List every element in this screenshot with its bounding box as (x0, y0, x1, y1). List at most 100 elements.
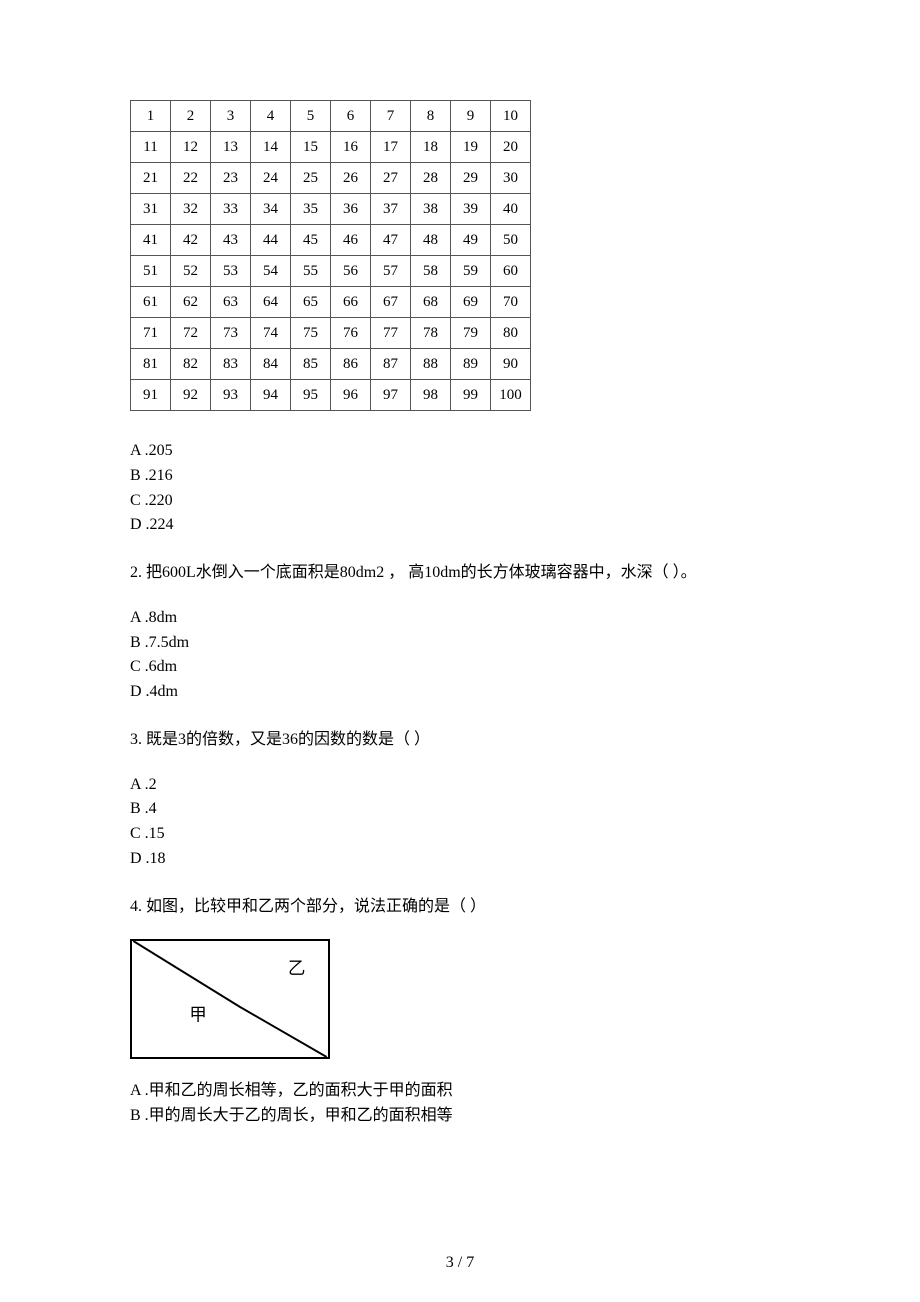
q4-label-jia: 甲 (189, 1005, 206, 1025)
number-grid-row: 31323334353637383940 (131, 194, 531, 225)
number-grid-cell: 30 (491, 163, 531, 194)
q2-text: 2. 把600L水倒入一个底面积是80dm2 ， 高10dm的长方体玻璃容器中，… (130, 560, 790, 586)
number-grid-cell: 59 (451, 256, 491, 287)
number-grid-cell: 87 (371, 349, 411, 380)
number-grid-cell: 35 (291, 194, 331, 225)
number-grid-cell: 32 (171, 194, 211, 225)
number-grid-cell: 54 (251, 256, 291, 287)
number-grid-cell: 12 (171, 132, 211, 163)
number-grid-cell: 31 (131, 194, 171, 225)
number-grid-cell: 83 (211, 349, 251, 380)
number-grid-cell: 60 (491, 256, 531, 287)
number-grid-cell: 40 (491, 194, 531, 225)
q2-option-a: A .8dm (130, 606, 790, 631)
number-grid-cell: 38 (411, 194, 451, 225)
number-grid-cell: 98 (411, 380, 451, 411)
number-grid-row: 81828384858687888990 (131, 349, 531, 380)
number-grid-cell: 41 (131, 225, 171, 256)
number-grid-row: 12345678910 (131, 101, 531, 132)
number-grid-cell: 56 (331, 256, 371, 287)
number-grid-cell: 55 (291, 256, 331, 287)
number-grid-cell: 4 (251, 101, 291, 132)
q2-option-c: C .6dm (130, 655, 790, 680)
number-grid-cell: 21 (131, 163, 171, 194)
number-grid-cell: 53 (211, 256, 251, 287)
number-grid-cell: 15 (291, 132, 331, 163)
number-grid-cell: 81 (131, 349, 171, 380)
page-footer: 3 / 7 (0, 1254, 920, 1272)
number-grid-cell: 36 (331, 194, 371, 225)
q1-options: A .205 B .216 C .220 D .224 (130, 439, 790, 538)
number-grid-cell: 95 (291, 380, 331, 411)
q2-options: A .8dm B .7.5dm C .6dm D .4dm (130, 606, 790, 705)
number-grid-body: 1234567891011121314151617181920212223242… (131, 101, 531, 411)
number-grid-cell: 13 (211, 132, 251, 163)
q3-option-b: B .4 (130, 797, 790, 822)
number-grid-cell: 28 (411, 163, 451, 194)
number-grid-cell: 90 (491, 349, 531, 380)
q3-options: A .2 B .4 C .15 D .18 (130, 773, 790, 872)
number-grid-cell: 76 (331, 318, 371, 349)
number-grid-cell: 52 (171, 256, 211, 287)
number-grid-cell: 57 (371, 256, 411, 287)
number-grid-cell: 50 (491, 225, 531, 256)
q4-figure: 乙 甲 (130, 939, 330, 1059)
number-grid-cell: 64 (251, 287, 291, 318)
number-grid-cell: 74 (251, 318, 291, 349)
number-grid-cell: 3 (211, 101, 251, 132)
number-grid-cell: 66 (331, 287, 371, 318)
number-grid-cell: 5 (291, 101, 331, 132)
q3-text: 3. 既是3的倍数，又是36的因数的数是（ ） (130, 727, 790, 753)
number-grid-cell: 70 (491, 287, 531, 318)
number-grid-cell: 39 (451, 194, 491, 225)
number-grid-cell: 20 (491, 132, 531, 163)
number-grid-cell: 61 (131, 287, 171, 318)
number-grid-cell: 65 (291, 287, 331, 318)
number-grid-cell: 45 (291, 225, 331, 256)
number-grid-cell: 72 (171, 318, 211, 349)
number-grid-cell: 67 (371, 287, 411, 318)
number-grid-row: 61626364656667686970 (131, 287, 531, 318)
number-grid-cell: 86 (331, 349, 371, 380)
number-grid-cell: 8 (411, 101, 451, 132)
number-grid-cell: 77 (371, 318, 411, 349)
number-grid-cell: 43 (211, 225, 251, 256)
number-grid-cell: 27 (371, 163, 411, 194)
q3-option-c: C .15 (130, 822, 790, 847)
number-grid-cell: 92 (171, 380, 211, 411)
number-grid-cell: 1 (131, 101, 171, 132)
q4-figure-svg: 乙 甲 (132, 941, 328, 1057)
number-grid-row: 71727374757677787980 (131, 318, 531, 349)
number-grid-cell: 91 (131, 380, 171, 411)
number-grid-cell: 79 (451, 318, 491, 349)
number-grid-cell: 97 (371, 380, 411, 411)
number-grid-cell: 42 (171, 225, 211, 256)
q1-option-c: C .220 (130, 489, 790, 514)
number-grid-cell: 73 (211, 318, 251, 349)
number-grid-cell: 80 (491, 318, 531, 349)
number-grid-cell: 9 (451, 101, 491, 132)
number-grid-cell: 16 (331, 132, 371, 163)
number-grid-row: 51525354555657585960 (131, 256, 531, 287)
q2-option-d: D .4dm (130, 680, 790, 705)
number-grid-cell: 88 (411, 349, 451, 380)
number-grid-row: 41424344454647484950 (131, 225, 531, 256)
number-grid-cell: 29 (451, 163, 491, 194)
number-grid-cell: 100 (491, 380, 531, 411)
number-grid-cell: 51 (131, 256, 171, 287)
q3-option-d: D .18 (130, 847, 790, 872)
number-grid-cell: 26 (331, 163, 371, 194)
q4-text: 4. 如图，比较甲和乙两个部分，说法正确的是（ ） (130, 894, 790, 920)
number-grid-cell: 34 (251, 194, 291, 225)
number-grid-cell: 48 (411, 225, 451, 256)
q4-option-a: A .甲和乙的周长相等，乙的面积大于甲的面积 (130, 1079, 790, 1104)
number-grid-cell: 7 (371, 101, 411, 132)
number-grid-cell: 22 (171, 163, 211, 194)
number-grid-cell: 25 (291, 163, 331, 194)
number-grid-cell: 63 (211, 287, 251, 318)
number-grid-cell: 37 (371, 194, 411, 225)
q2-option-b: B .7.5dm (130, 631, 790, 656)
number-grid-row: 21222324252627282930 (131, 163, 531, 194)
number-grid-cell: 99 (451, 380, 491, 411)
q3-option-a: A .2 (130, 773, 790, 798)
